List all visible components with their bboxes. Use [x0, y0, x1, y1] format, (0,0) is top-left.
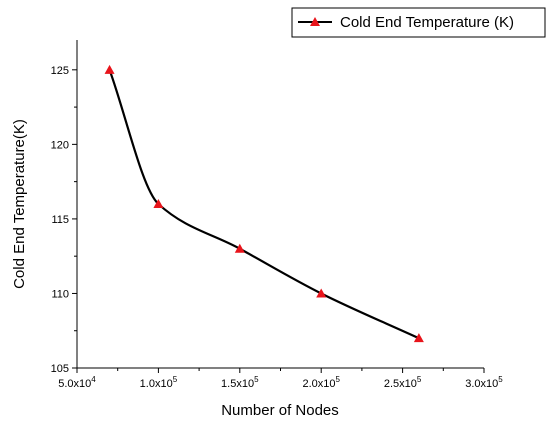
y-tick-label: 105	[51, 363, 69, 375]
x-axis-title: Number of Nodes	[221, 402, 339, 419]
x-tick-label: 3.0x105	[465, 375, 503, 390]
legend: Cold End Temperature (K)	[291, 7, 546, 38]
x-tick-label: 2.5x105	[384, 375, 422, 390]
y-tick-label: 110	[51, 288, 69, 300]
x-ticks: 5.0x104 1.0x105 1.5x105 2.0x105 2.5x105 3.0x1…	[58, 368, 503, 390]
legend-label: Cold End Temperature (K)	[340, 14, 514, 31]
y-tick-label: 115	[51, 214, 69, 226]
data-point-marker	[104, 64, 115, 74]
data-point-marker	[153, 199, 164, 208]
x-tick-label: 2.0x105	[302, 375, 340, 390]
x-tick-label: 1.0x105	[140, 375, 178, 390]
y-tick-label: 125	[51, 65, 69, 77]
y-ticks: 105 110 115 120 125	[51, 65, 77, 375]
legend-box	[291, 7, 546, 38]
data-point-marker	[234, 243, 245, 253]
x-tick-label: 5.0x104	[58, 375, 96, 390]
legend-marker-icon	[310, 17, 320, 26]
series-layer	[104, 64, 424, 343]
data-point-marker	[316, 288, 327, 298]
plot-frame	[76, 40, 484, 369]
y-tick-label: 120	[51, 139, 69, 151]
data-point-marker	[413, 333, 424, 343]
y-axis-title: Cold End Temperature(K)	[11, 119, 28, 289]
x-tick-label: 1.5x105	[221, 375, 259, 390]
